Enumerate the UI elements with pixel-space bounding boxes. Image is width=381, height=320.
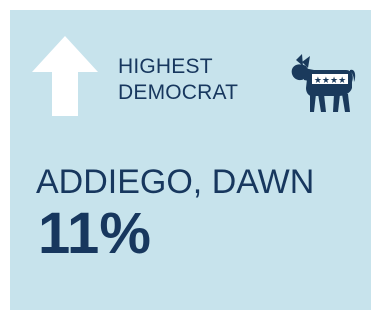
- democrat-donkey-icon: ★★★★: [291, 54, 356, 112]
- up-arrow-icon: [32, 36, 98, 116]
- vote-percentage: 11%: [38, 201, 151, 266]
- heading-line-2: DEMOCRAT: [118, 81, 239, 104]
- candidate-name: ADDIEGO, DAWN: [36, 163, 315, 201]
- heading-line-1: HIGHEST: [118, 55, 213, 78]
- card-heading: HIGHEST DEMOCRAT: [118, 54, 238, 106]
- svg-text:★★★★: ★★★★: [314, 76, 346, 86]
- result-card: HIGHEST DEMOCRAT ★★★★ ADDIEGO, DAWN 11%: [10, 10, 371, 310]
